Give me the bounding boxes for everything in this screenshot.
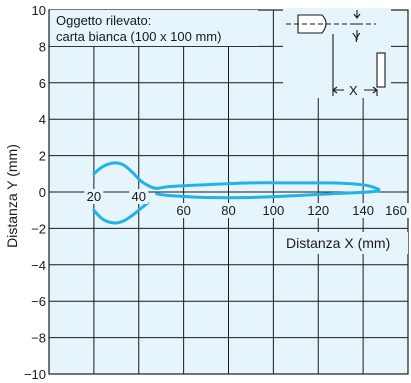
x-tick-labels: 20 40 60 80 100 120 140 160 bbox=[84, 189, 410, 218]
inset-x-label: X bbox=[349, 83, 358, 98]
annotation-line-2: carta bianca (100 x 100 mm) bbox=[56, 29, 221, 44]
x-tick-label-1: 40 bbox=[132, 189, 146, 204]
annotation-line-1: Oggetto rilevato: bbox=[56, 13, 151, 28]
x-tick-label-7: 160 bbox=[385, 203, 407, 218]
x-tick-label-background-0 bbox=[84, 189, 104, 204]
y-tick-labels: 10 8 6 4 2 0 −2 −4 −6 −8 −10 bbox=[24, 3, 46, 382]
x-tick-label-background-5 bbox=[305, 203, 332, 218]
data-curves bbox=[92, 161, 381, 225]
curve-segment-2 bbox=[155, 189, 381, 200]
y-tick-label-3: 4 bbox=[39, 112, 46, 127]
x-tick-label-background-3 bbox=[219, 203, 238, 218]
inset-y-label: Y bbox=[352, 30, 361, 45]
x-tick-label-background-2 bbox=[174, 203, 194, 218]
y-dimension-line bbox=[351, 10, 363, 40]
y-tick-label-8: −6 bbox=[31, 294, 46, 309]
curve-segment-0 bbox=[92, 161, 381, 191]
sensor-diagram bbox=[283, 8, 391, 98]
y-tick-label-6: −2 bbox=[31, 221, 46, 236]
x-tick-label-background-1 bbox=[129, 189, 149, 204]
x-axis-title: Distanza X (mm) bbox=[286, 235, 390, 251]
x-dimension-line bbox=[332, 86, 378, 94]
x-tick-label-background-4 bbox=[260, 203, 287, 218]
x-tick-label-background-6 bbox=[349, 203, 377, 218]
curve-segment-1 bbox=[92, 201, 150, 225]
x-tick-label-0: 20 bbox=[87, 189, 101, 204]
annotation-background bbox=[50, 10, 258, 46]
y-tick-label-10: −10 bbox=[24, 367, 46, 382]
x-tick-label-2: 60 bbox=[176, 203, 190, 218]
x-tick-label-4: 100 bbox=[263, 203, 285, 218]
x-tick-label-6: 140 bbox=[352, 203, 374, 218]
y-tick-label-2: 6 bbox=[39, 76, 46, 91]
x-tick-label-3: 80 bbox=[221, 203, 235, 218]
target-paper-icon bbox=[376, 52, 386, 88]
y-axis-title: Distanza Y (mm) bbox=[4, 144, 20, 248]
x-tick-label-5: 120 bbox=[307, 203, 329, 218]
y-tick-label-7: −4 bbox=[31, 258, 46, 273]
x-tick-label-background-7 bbox=[382, 203, 410, 218]
x-axis-title-background bbox=[282, 232, 408, 254]
y-tick-label-1: 8 bbox=[39, 39, 46, 54]
y-tick-label-0: 10 bbox=[32, 3, 46, 18]
y-tick-label-9: −8 bbox=[31, 331, 46, 346]
y-tick-label-5: 0 bbox=[39, 185, 46, 200]
y-tick-label-4: 2 bbox=[39, 149, 46, 164]
